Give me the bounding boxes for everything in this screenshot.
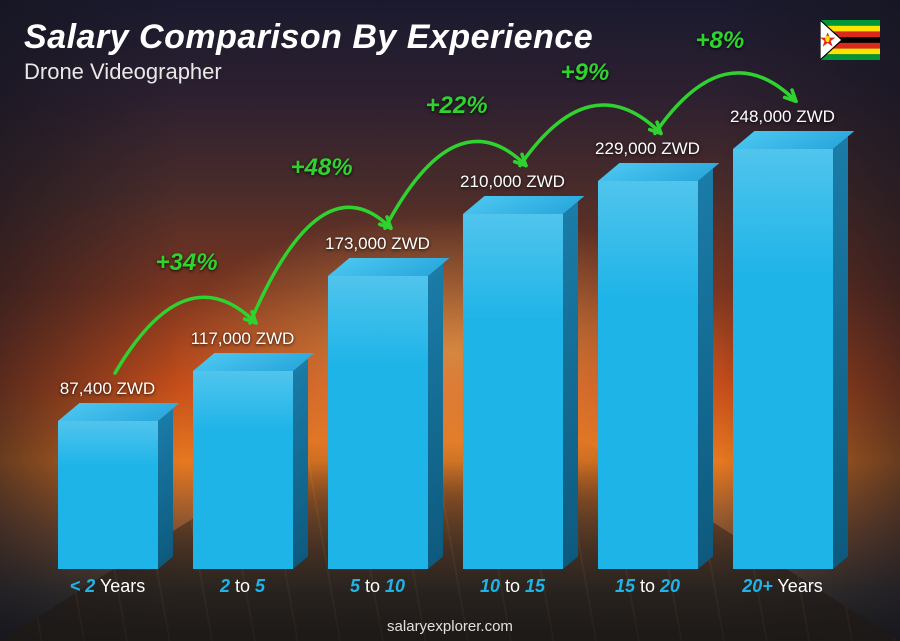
pct-increase-label-5: +8%	[696, 27, 745, 55]
bar-category-label: 15 to 20	[588, 576, 708, 597]
bar-4: 229,000 ZWD15 to 20	[588, 181, 708, 593]
bar-front	[733, 149, 833, 569]
bar-front	[193, 371, 293, 569]
bar-value-label: 117,000 ZWD	[168, 329, 318, 349]
bar-top	[328, 258, 449, 276]
bar-0: 87,400 ZWD< 2 Years	[48, 421, 168, 593]
bar-front	[58, 421, 158, 569]
bar-category-label: < 2 Years	[48, 576, 168, 597]
pct-increase-label-1: +34%	[156, 249, 218, 277]
bar-value-label: 210,000 ZWD	[438, 172, 588, 192]
bar-top	[58, 403, 179, 421]
header: Salary Comparison By Experience Drone Vi…	[24, 18, 593, 85]
bar-side	[833, 137, 848, 569]
bar-value-label: 173,000 ZWD	[303, 234, 453, 254]
chart-title: Salary Comparison By Experience	[24, 18, 593, 57]
bar-top	[193, 353, 314, 371]
bar-3: 210,000 ZWD10 to 15	[453, 214, 573, 593]
bar-top	[463, 196, 584, 214]
bar-front	[598, 181, 698, 569]
bar-category-label: 10 to 15	[453, 576, 573, 597]
bar-category-label: 2 to 5	[183, 576, 303, 597]
footer-credit: salaryexplorer.com	[0, 618, 900, 635]
bar-value-label: 87,400 ZWD	[33, 379, 183, 399]
pct-increase-label-3: +22%	[426, 92, 488, 120]
bar-category-label: 20+ Years	[723, 576, 843, 597]
bar-top	[733, 131, 854, 149]
bar-value-label: 229,000 ZWD	[573, 139, 723, 159]
bar-front	[328, 276, 428, 569]
bar-value-label: 248,000 ZWD	[708, 107, 858, 127]
bar-side	[158, 409, 173, 569]
bar-side	[698, 169, 713, 569]
zimbabwe-flag-icon	[820, 20, 880, 60]
pct-increase-label-2: +48%	[291, 154, 353, 182]
chart-subtitle: Drone Videographer	[24, 59, 593, 85]
pct-increase-label-4: +9%	[561, 59, 610, 87]
bar-category-label: 5 to 10	[318, 576, 438, 597]
bar-front	[463, 214, 563, 569]
bar-side	[563, 201, 578, 569]
bar-chart: 87,400 ZWD< 2 Years117,000 ZWD2 to 5173,…	[40, 110, 850, 593]
bar-1: 117,000 ZWD2 to 5	[183, 371, 303, 593]
bar-2: 173,000 ZWD5 to 10	[318, 276, 438, 593]
bar-side	[428, 264, 443, 569]
bar-5: 248,000 ZWD20+ Years	[723, 149, 843, 593]
bar-side	[293, 358, 308, 569]
